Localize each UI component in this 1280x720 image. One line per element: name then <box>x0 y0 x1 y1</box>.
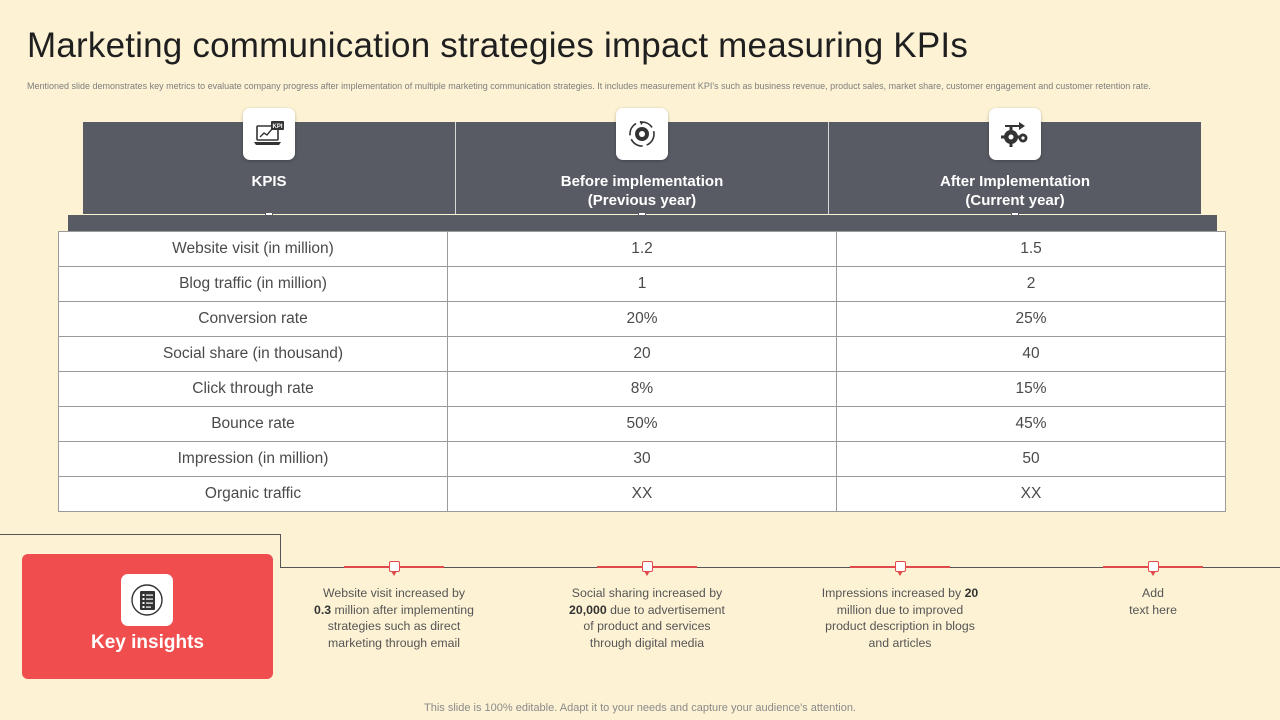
before-value: 1 <box>447 266 837 302</box>
table-header-panel: KPI KPIS Before implementation (Previous… <box>83 108 1201 220</box>
after-value: 40 <box>836 336 1226 372</box>
insight-text: Website visit increased by 0.3 million a… <box>314 586 474 650</box>
after-value: 1.5 <box>836 231 1226 267</box>
key-insights-box: Key insights <box>22 554 273 679</box>
kpi-name: Conversion rate <box>58 301 448 337</box>
table-row: Website visit (in million) 1.2 1.5 <box>58 231 1226 267</box>
before-value: 20% <box>447 301 837 337</box>
table-row: Impression (in million) 30 50 <box>58 441 1226 477</box>
before-value: 20 <box>447 336 837 372</box>
kpi-name: Bounce rate <box>58 406 448 442</box>
table-row: Organic traffic XX XX <box>58 476 1226 512</box>
header-label: KPIS <box>251 173 287 190</box>
kpi-laptop-icon: KPI <box>243 108 295 160</box>
kpi-name: Click through rate <box>58 371 448 407</box>
insight-text[interactable]: Add text here <box>1129 586 1177 617</box>
insight-marker <box>895 561 906 576</box>
table-row: Conversion rate 20% 25% <box>58 301 1226 337</box>
kpi-name: Social share (in thousand) <box>58 336 448 372</box>
header-before: Before implementation (Previous year) <box>456 108 829 220</box>
target-refresh-icon <box>616 108 668 160</box>
kpi-name: Blog traffic (in million) <box>58 266 448 302</box>
table-row: Social share (in thousand) 20 40 <box>58 336 1226 372</box>
kpi-name: Organic traffic <box>58 476 448 512</box>
table-row: Bounce rate 50% 45% <box>58 406 1226 442</box>
after-value: XX <box>836 476 1226 512</box>
before-value: XX <box>447 476 837 512</box>
header-label: After Implementation (Current year) <box>939 173 1090 209</box>
table-row: Click through rate 8% 15% <box>58 371 1226 407</box>
insight-text: Social sharing increased by 20,000 due t… <box>569 586 725 650</box>
before-value: 8% <box>447 371 837 407</box>
after-value: 45% <box>836 406 1226 442</box>
insight-marker <box>642 561 653 576</box>
footer-note: This slide is 100% editable. Adapt it to… <box>424 702 856 714</box>
key-insights-title: Key insights <box>91 632 204 653</box>
document-list-icon <box>121 574 173 626</box>
timeline-line <box>280 567 1280 568</box>
before-value: 30 <box>447 441 837 477</box>
kpi-name: Website visit (in million) <box>58 231 448 267</box>
header-band <box>68 215 1217 232</box>
after-value: 25% <box>836 301 1226 337</box>
before-value: 1.2 <box>447 231 837 267</box>
header-kpis: KPI KPIS <box>83 108 456 220</box>
page-title: Marketing communication strategies impac… <box>27 26 969 65</box>
header-label: Before implementation (Previous year) <box>560 173 724 209</box>
kpi-table: Website visit (in million) 1.2 1.5 Blog … <box>58 231 1226 512</box>
insight-text: Impressions increased by 20 million due … <box>821 586 979 650</box>
kpi-name: Impression (in million) <box>58 441 448 477</box>
after-value: 2 <box>836 266 1226 302</box>
table-row: Blog traffic (in million) 1 2 <box>58 266 1226 302</box>
header-after: After Implementation (Current year) <box>829 108 1201 220</box>
divider-line <box>280 534 281 567</box>
insight-marker <box>389 561 400 576</box>
page-subtitle: Mentioned slide demonstrates key metrics… <box>27 81 1151 91</box>
divider-line <box>0 534 280 535</box>
gears-icon <box>989 108 1041 160</box>
insight-marker <box>1148 561 1159 576</box>
after-value: 15% <box>836 371 1226 407</box>
after-value: 50 <box>836 441 1226 477</box>
before-value: 50% <box>447 406 837 442</box>
svg-text:KPI: KPI <box>272 124 282 130</box>
